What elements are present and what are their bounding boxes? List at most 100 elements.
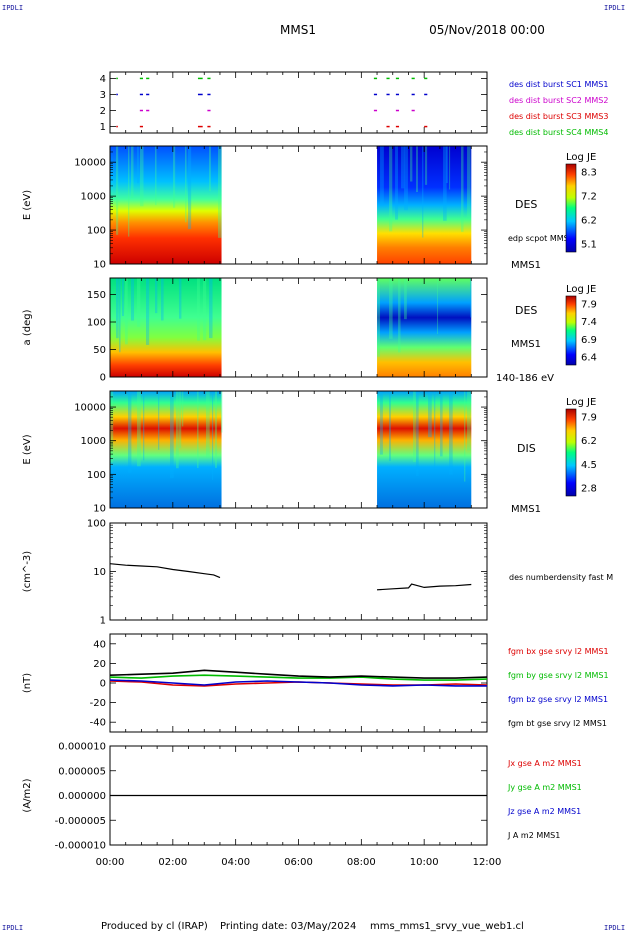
colorbar-tick-label: 6.2 — [581, 216, 597, 227]
spectrogram-streak — [188, 146, 192, 230]
spectrogram-streak — [467, 146, 471, 218]
spectrogram-block — [377, 146, 472, 264]
x-tick-label: 08:00 — [347, 857, 376, 868]
y-tick-label: 0.000005 — [58, 766, 106, 777]
y-tick-label: 10 — [93, 567, 106, 578]
spectrogram-streak — [440, 391, 443, 457]
spectrogram-block — [110, 146, 222, 264]
spectrogram-streak — [176, 391, 179, 469]
legend-entry: fgm bt gse srvy l2 MMS1 — [508, 719, 607, 728]
y-tick-label: 100 — [87, 519, 106, 530]
spectrogram-streak — [434, 391, 436, 469]
y-tick-label: 20 — [93, 659, 106, 670]
spectrogram-streak — [119, 278, 121, 353]
y-axis-label: (A/m2) — [22, 778, 33, 812]
colorbar-tick-label: 7.2 — [581, 192, 597, 203]
overlay-label: edp scpot MMS1 — [508, 234, 574, 243]
spectrogram-streak — [410, 146, 413, 182]
spectrogram-streak — [182, 391, 184, 427]
panel-density: 1 10 100 (cm^-3) des numberdensity fast M — [22, 519, 613, 627]
panel-burst-flags: 1 2 3 4 des dist burst SC1 MMS1 des dist burs… — [100, 71, 608, 137]
y-tick-label: 1 — [100, 616, 106, 627]
energy-range-label: 140-186 eV — [496, 373, 554, 384]
spectrogram-streak — [413, 391, 416, 463]
spectrogram-streak — [125, 278, 128, 345]
spectrogram-streak — [203, 278, 207, 341]
x-tick-label: 04:00 — [221, 857, 250, 868]
y-tick-label: 100 — [87, 318, 106, 329]
colorbar-tick-label: 6.2 — [581, 436, 597, 447]
spectrogram-streak — [206, 391, 210, 458]
instrument-label: DIS — [517, 442, 536, 455]
colorbar-tick-label: 4.5 — [581, 460, 597, 471]
colorbar-tick-label: 7.9 — [581, 413, 597, 424]
legend-entry: des dist burst SC1 MMS1 — [509, 80, 608, 89]
y-tick-label: 50 — [93, 345, 106, 356]
y-tick-label: 1000 — [81, 192, 106, 203]
spectrogram-streak — [161, 278, 164, 321]
y-tick-label: -20 — [90, 698, 106, 709]
y-tick-label: 0 — [100, 373, 106, 384]
spacecraft-label: MMS1 — [511, 339, 541, 350]
spectrogram-streak — [179, 391, 182, 449]
spectrogram-streak — [437, 278, 439, 334]
panel-magnetic-field: -40 -20 0 20 40 (nT) fgm bx gse srvy l2 MMS1 fg… — [22, 633, 609, 733]
legend-entry: Jz gse A m2 MMS1 — [507, 807, 581, 816]
legend-entry: des numberdensity fast M — [509, 573, 613, 582]
x-tick-label: 10:00 — [410, 857, 439, 868]
spectrogram-streak — [461, 146, 464, 232]
spectrogram-streak — [197, 391, 199, 469]
y-axis-label: (nT) — [22, 673, 33, 693]
y-tick-label: -0.000005 — [55, 816, 106, 827]
y-tick-label: -0.000010 — [55, 841, 106, 852]
spectrogram-streak — [377, 278, 381, 357]
colorbar-tick-label: 8.3 — [581, 168, 597, 179]
spectrogram-streak — [416, 146, 418, 193]
footer-plot-name: mms_mms1_srvy_vue_web1.cl — [370, 921, 524, 932]
x-tick-label: 00:00 — [96, 857, 125, 868]
y-tick-label: 1000 — [81, 436, 106, 447]
spectrogram-streak — [389, 391, 391, 461]
spectrogram-streak — [116, 278, 119, 339]
colorbar-tick-label: 6.4 — [581, 353, 597, 364]
spectrogram-block — [377, 391, 472, 508]
spacecraft-label: MMS1 — [511, 260, 541, 271]
corner-label-bottom-left: IPDLI — [2, 924, 24, 932]
spectrogram-streak — [110, 391, 114, 463]
spectrogram-streak — [470, 278, 472, 318]
y-tick-label: 1 — [100, 122, 106, 133]
density-series-line — [109, 563, 221, 579]
colorbar — [565, 408, 577, 497]
colorbar-title: Log JE — [566, 397, 596, 408]
footer-printing-date: Printing date: 03/May/2024 — [220, 921, 356, 932]
legend-entry: fgm by gse srvy l2 MMS1 — [508, 671, 609, 680]
colorbar — [565, 163, 577, 253]
panel-frame-0 — [109, 71, 488, 134]
spectrogram-streak — [158, 391, 160, 450]
spectrogram-streak — [170, 391, 174, 479]
spectrogram-streak — [122, 278, 124, 316]
instrument-label: DES — [515, 198, 537, 211]
colorbar-title: Log JE — [566, 152, 596, 163]
y-tick-label: 2 — [100, 106, 106, 117]
x-tick-label: 12:00 — [473, 857, 502, 868]
legend-entry: fgm bz gse srvy l2 MMS1 — [508, 695, 608, 704]
legend-entry: J A m2 MMS1 — [507, 831, 560, 840]
spectrogram-streak — [380, 146, 384, 206]
spectrogram-streak — [446, 146, 448, 184]
y-tick-label: 100 — [87, 226, 106, 237]
legend-entry: des dist burst SC4 MMS4 — [509, 128, 608, 137]
y-axis-label: E (eV) — [22, 434, 33, 464]
x-tick-label: 02:00 — [158, 857, 187, 868]
y-tick-label: 4 — [100, 74, 106, 85]
spectrogram-streak — [422, 146, 424, 238]
spectrogram-streak — [128, 146, 130, 237]
mission-title: MMS1 — [280, 23, 316, 37]
spectrogram-streak — [185, 146, 187, 223]
spectrogram-streak — [173, 146, 176, 208]
corner-label-bottom-right: IPDLI — [604, 924, 626, 932]
spectrogram-streak — [404, 278, 407, 320]
spectrogram-streak — [137, 391, 141, 467]
y-tick-label: -40 — [90, 718, 106, 729]
spectrogram-streak — [137, 146, 139, 184]
